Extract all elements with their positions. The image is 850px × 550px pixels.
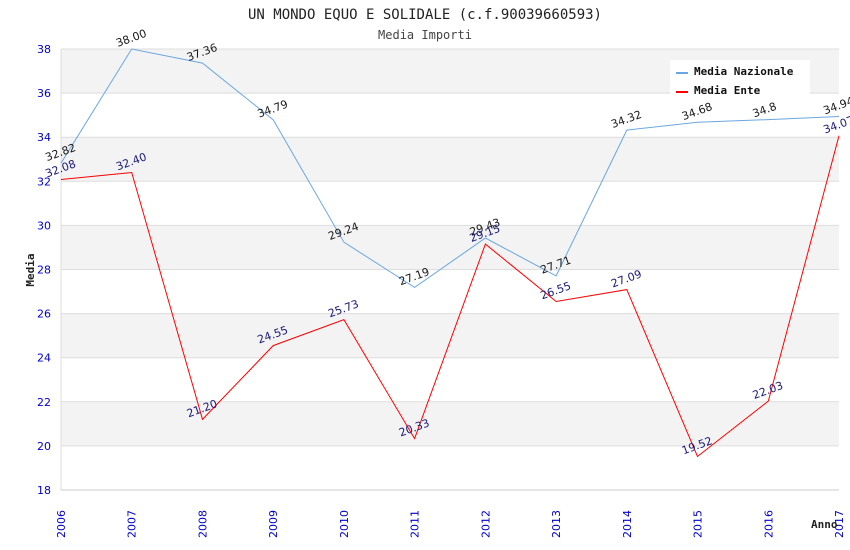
y-tick-label: 18 [37, 484, 51, 497]
series-line-ente [60, 135, 840, 458]
y-tick-label: 24 [37, 352, 51, 365]
chart-subtitle: Media Importi [378, 28, 472, 42]
data-label: 34.79 [256, 98, 290, 121]
series-lines [60, 48, 840, 458]
y-tick-labels: 18 20 22 24 26 28 30 32 34 36 38 [37, 43, 51, 497]
legend: Media Nazionale Media Ente [670, 60, 810, 98]
data-label: 34.8 [751, 100, 778, 121]
data-label: 38.00 [114, 27, 148, 50]
x-tick-label: 2012 [479, 510, 492, 538]
y-tick-label: 38 [37, 43, 51, 56]
series-line-nazionale [60, 48, 840, 289]
x-tick-label: 2015 [692, 510, 705, 538]
data-label: 26.55 [539, 279, 573, 302]
x-tick-label: 2013 [550, 510, 563, 538]
x-tick-label: 2007 [126, 510, 139, 538]
y-tick-label: 22 [37, 396, 51, 409]
legend-label-nazionale: Media Nazionale [694, 65, 794, 78]
plot-band [61, 313, 839, 358]
x-tick-label: 2016 [762, 510, 775, 538]
x-tick-label: 2017 [833, 510, 846, 538]
data-label: 27.09 [609, 267, 643, 290]
plot-background-bands [61, 49, 839, 446]
x-tick-label: 2011 [409, 510, 422, 538]
x-tick-labels: 2006 2007 2008 2009 2010 2011 2012 2013 2014 2015… [55, 510, 846, 538]
y-tick-label: 34 [37, 131, 51, 144]
x-tick-label: 2006 [55, 510, 68, 538]
y-tick-label: 32 [37, 175, 51, 188]
x-tick-label: 2014 [621, 510, 634, 538]
plot-band [61, 401, 839, 446]
legend-label-ente: Media Ente [694, 84, 761, 97]
axes [60, 49, 839, 491]
x-axis-label: Anno [811, 518, 838, 531]
y-tick-label: 26 [37, 308, 51, 321]
data-label: 34.68 [680, 100, 714, 123]
plot-band [61, 137, 839, 182]
x-tick-label: 2008 [196, 510, 209, 538]
gridlines [61, 48, 839, 491]
y-tick-label: 20 [37, 440, 51, 453]
legend-background [670, 60, 810, 98]
y-axis-label: Media [24, 253, 37, 286]
x-tick-label: 2010 [338, 510, 351, 538]
data-label: 34.94 [822, 94, 850, 117]
chart-title: UN MONDO EQUO E SOLIDALE (c.f.9003966059… [248, 7, 602, 23]
y-tick-label: 28 [37, 264, 51, 277]
y-tick-label: 30 [37, 219, 51, 232]
y-tick-label: 36 [37, 87, 51, 100]
data-label: 34.32 [609, 108, 643, 131]
x-tick-label: 2009 [267, 510, 280, 538]
data-label: 22.03 [751, 379, 785, 402]
